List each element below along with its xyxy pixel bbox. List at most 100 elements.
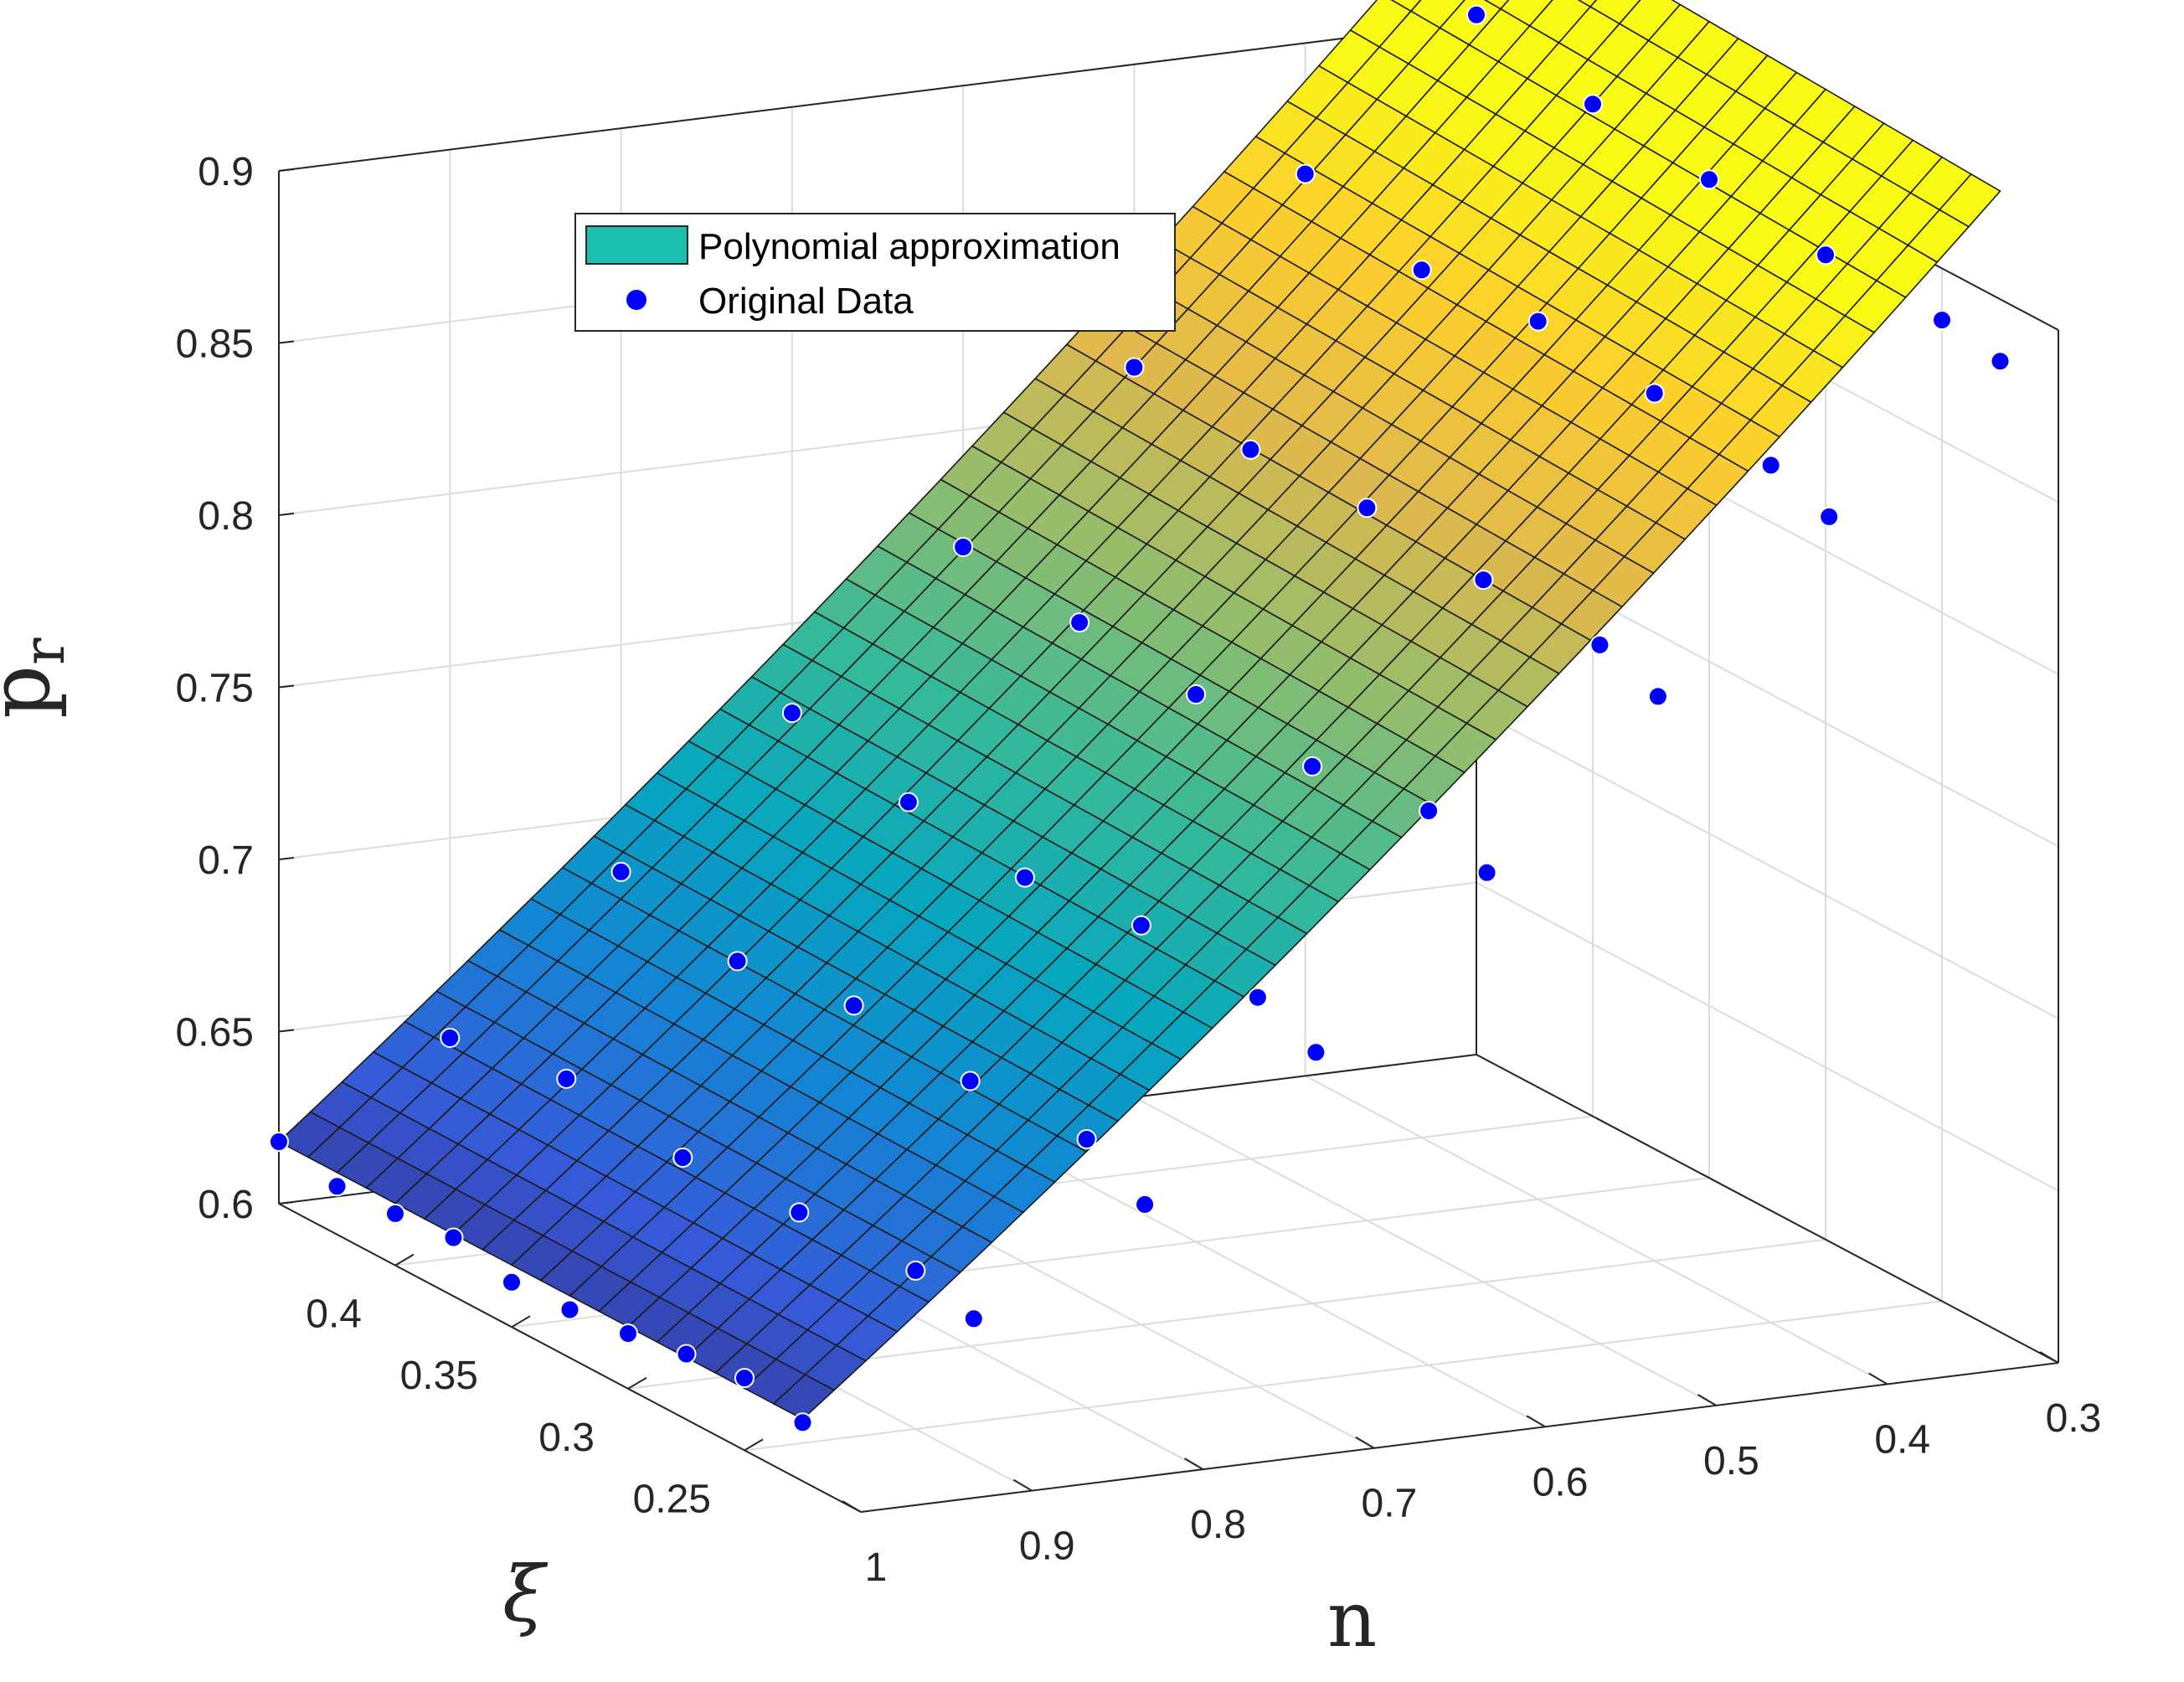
data-point — [1466, 4, 1486, 25]
z-tick-mark — [278, 857, 295, 860]
grid-line-n-floor — [1133, 1096, 1717, 1406]
data-point — [269, 1132, 289, 1152]
data-point — [1819, 506, 1840, 527]
n-tick-mark — [842, 1500, 862, 1513]
data-point — [1306, 1042, 1326, 1063]
x-axis-label: n — [1327, 1575, 1377, 1664]
z-axis-label: pr — [0, 637, 78, 719]
n-tick-mark — [1868, 1372, 1888, 1385]
axis-ticks: 0.9 0.85 0.8 0.75 0.7 0.65 0.6 1 0.9 0.8 0.7 0.6 0.5… — [176, 150, 2102, 1590]
xi-tick-label: 0.25 — [633, 1477, 711, 1521]
data-point — [792, 1412, 813, 1433]
data-point — [1411, 260, 1432, 281]
data-point — [960, 1071, 981, 1091]
data-point — [953, 537, 974, 557]
y-axis-label: ξ — [502, 1550, 549, 1639]
data-point — [1583, 94, 1603, 115]
data-point — [559, 1299, 580, 1320]
data-point — [1419, 801, 1440, 821]
grid-line-z-side — [1476, 881, 2059, 1192]
z-tick-label: 0.85 — [176, 322, 254, 367]
z-tick-label: 0.65 — [176, 1011, 254, 1055]
original-data-points — [269, 4, 2011, 1433]
data-point — [1186, 684, 1207, 704]
z-tick-mark — [278, 1029, 295, 1033]
z-tick-label: 0.9 — [198, 150, 254, 194]
n-tick-label: 0.3 — [2046, 1396, 2102, 1441]
grid-line-z-side — [1476, 709, 2059, 1019]
grid-line-xi-floor — [744, 1300, 1943, 1452]
xi-tick-mark — [744, 1438, 764, 1452]
data-point — [1527, 311, 1548, 332]
data-point — [727, 951, 748, 972]
data-point — [963, 1308, 984, 1329]
data-point — [1295, 163, 1316, 184]
xi-tick-mark — [511, 1315, 531, 1329]
axes-box-edge — [1476, 1054, 2059, 1364]
legend-label-surface: Polynomial approximation — [698, 226, 1120, 267]
data-point — [789, 1202, 810, 1223]
z-tick-mark — [278, 340, 295, 344]
n-tick-label: 1 — [865, 1545, 888, 1590]
data-point — [843, 995, 864, 1016]
data-point — [610, 861, 631, 882]
data-point — [1760, 455, 1781, 476]
n-tick-mark — [1697, 1393, 1717, 1406]
legend-surface-swatch — [585, 225, 688, 265]
data-point — [385, 1203, 405, 1224]
data-point — [1699, 169, 1719, 190]
z-tick-label: 0.75 — [176, 667, 254, 711]
axes-box-edge — [278, 21, 1477, 172]
data-point — [1124, 357, 1145, 378]
data-point — [1647, 686, 1668, 707]
data-point — [1302, 756, 1323, 777]
legend-marker-data — [626, 290, 646, 310]
xi-tick-label: 0.4 — [306, 1292, 362, 1337]
surface-cell — [772, 1374, 836, 1421]
n-tick-mark — [1355, 1436, 1375, 1449]
n-tick-mark — [1526, 1415, 1546, 1428]
z-tick-label: 0.8 — [198, 494, 254, 539]
z-axis-label-subscript: r — [12, 637, 78, 665]
data-point — [672, 1148, 693, 1168]
n-tick-label: 0.7 — [1362, 1482, 1418, 1526]
xi-tick-label: 0.3 — [538, 1416, 595, 1460]
data-point — [618, 1323, 638, 1344]
data-point — [1473, 570, 1494, 591]
data-point — [734, 1368, 755, 1389]
data-point — [1131, 915, 1151, 936]
data-point — [440, 1028, 461, 1048]
data-point — [1990, 351, 2011, 372]
data-point — [1076, 1129, 1097, 1149]
z-tick-mark — [278, 168, 295, 172]
xi-tick-mark — [394, 1253, 415, 1267]
z-tick-mark — [278, 1201, 295, 1205]
legend: Polynomial approximation Original Data — [574, 213, 1176, 332]
n-tick-label: 0.9 — [1019, 1525, 1075, 1569]
data-point — [1357, 498, 1378, 519]
n-tick-mark — [1012, 1478, 1033, 1492]
n-tick-mark — [2039, 1351, 2059, 1364]
xi-tick-mark — [627, 1376, 647, 1390]
data-point — [1135, 1194, 1156, 1215]
n-axis-line — [860, 1362, 2059, 1513]
data-point — [905, 1260, 926, 1281]
data-point — [898, 792, 919, 813]
legend-label-data: Original Data — [698, 281, 914, 322]
n-tick-label: 0.4 — [1874, 1417, 1930, 1462]
xi-tick-label: 0.35 — [400, 1354, 478, 1398]
data-point — [1932, 310, 1952, 331]
n-tick-label: 0.8 — [1190, 1503, 1246, 1547]
z-tick-mark — [278, 684, 295, 689]
data-point — [443, 1227, 464, 1248]
data-point — [781, 703, 802, 724]
n-tick-label: 0.5 — [1703, 1439, 1759, 1483]
data-point — [1014, 867, 1035, 888]
data-point — [327, 1176, 348, 1197]
grid-line-n-floor — [1305, 1075, 1888, 1385]
data-point — [1589, 634, 1610, 655]
data-point — [556, 1068, 577, 1089]
data-point — [1247, 987, 1268, 1008]
xi-axis-line — [278, 1203, 862, 1513]
